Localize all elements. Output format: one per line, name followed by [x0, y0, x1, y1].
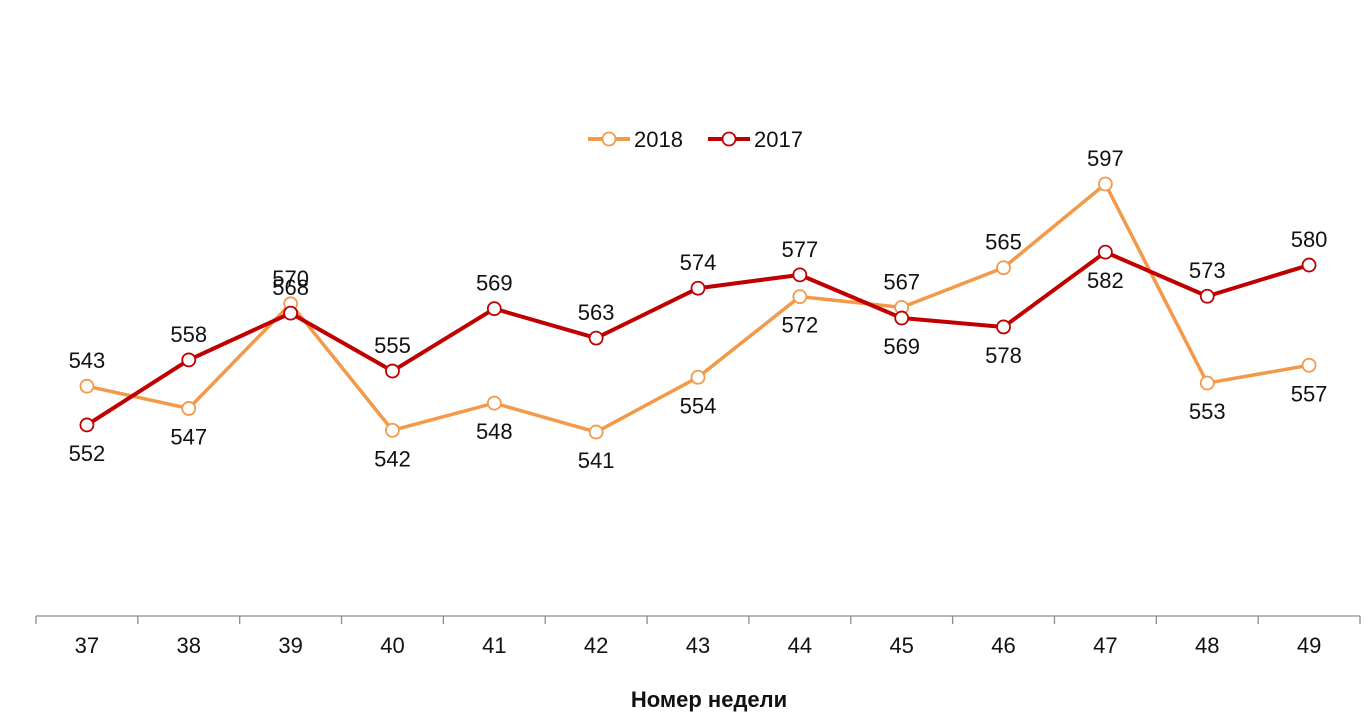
data-label-2017: 569	[883, 334, 920, 359]
data-point-2017	[792, 267, 808, 283]
data-point-2017	[588, 330, 604, 346]
series-layer	[79, 176, 1317, 440]
x-tick-label: 39	[278, 633, 302, 658]
data-point-2018	[181, 401, 197, 416]
data-point-2017	[181, 352, 197, 368]
data-label-2018: 570	[272, 266, 309, 291]
legend-item-2018: 2018	[588, 127, 683, 152]
data-label-2017: 580	[1291, 227, 1328, 252]
data-label-2018: 554	[680, 393, 717, 418]
x-axis: 37 38 39 40 41 42 43 44 45 46 47 48 49	[35, 615, 1361, 658]
data-label-2017: 555	[374, 333, 411, 358]
legend-marker-icon	[601, 131, 617, 147]
data-label-2017: 552	[69, 441, 106, 466]
data-label-2018: 597	[1087, 146, 1124, 171]
data-point-2018	[385, 422, 400, 438]
data-point-2017	[385, 363, 400, 379]
data-label-2017: 573	[1189, 258, 1226, 283]
data-label-2018: 548	[476, 419, 513, 444]
x-tick-label: 43	[686, 633, 710, 658]
x-tick-label: 49	[1297, 633, 1321, 658]
data-label-2018: 541	[578, 448, 615, 473]
legend-label: 2018	[634, 127, 683, 152]
data-point-2018	[690, 369, 706, 385]
data-label-2018: 572	[781, 313, 818, 338]
data-label-2018: 553	[1189, 399, 1226, 424]
data-point-2018	[79, 378, 95, 394]
x-tick-label: 41	[482, 633, 506, 658]
legend: 2018 2017	[588, 127, 803, 152]
data-label-2017: 563	[578, 300, 615, 325]
data-label-2017: 558	[170, 322, 207, 347]
data-point-2017	[690, 280, 706, 296]
data-label-2018: 565	[985, 230, 1022, 255]
data-point-2018	[588, 424, 604, 440]
x-tick-label: 44	[788, 633, 812, 658]
series-2018	[79, 176, 1317, 440]
series-2017	[79, 244, 1317, 433]
data-point-2018	[1199, 375, 1215, 391]
data-label-2017: 578	[985, 343, 1022, 368]
data-point-2017	[79, 417, 95, 433]
x-axis-title: Номер недели	[631, 687, 787, 712]
data-label-2017: 574	[680, 250, 717, 275]
x-tick-label: 40	[380, 633, 404, 658]
data-point-2018	[486, 395, 502, 411]
x-tick-label: 48	[1195, 633, 1219, 658]
data-point-2017	[486, 301, 502, 317]
data-label-2017: 569	[476, 271, 513, 296]
data-label-2017: 582	[1087, 268, 1124, 293]
data-point-2017	[283, 305, 299, 321]
x-tick-label: 46	[991, 633, 1015, 658]
data-point-2018	[1097, 176, 1113, 192]
data-label-2018: 543	[69, 348, 106, 373]
data-point-2018	[1301, 357, 1317, 373]
data-label-2018: 557	[1291, 381, 1328, 406]
x-tick-label: 37	[75, 633, 99, 658]
data-point-2017	[996, 319, 1011, 335]
x-tick-label: 38	[177, 633, 201, 658]
data-point-2017	[1301, 257, 1317, 273]
data-point-2018	[792, 289, 808, 305]
data-labels: 543 547 570 542 548 541 554 572 567 565 597 553 557 5…	[69, 146, 1328, 473]
data-point-2017	[1199, 288, 1215, 304]
data-label-2017: 568	[272, 275, 309, 300]
data-point-2017	[1097, 244, 1113, 260]
data-label-2018: 547	[170, 424, 207, 449]
x-tick-label: 47	[1093, 633, 1117, 658]
data-label-2018: 542	[374, 446, 411, 471]
legend-label: 2017	[754, 127, 803, 152]
legend-item-2017: 2017	[708, 127, 803, 152]
x-tick-label: 42	[584, 633, 608, 658]
x-tick-label: 45	[889, 633, 913, 658]
data-point-2018	[996, 260, 1011, 276]
data-point-2017	[894, 310, 910, 326]
legend-marker-icon	[721, 131, 737, 147]
data-label-2018: 567	[883, 269, 920, 294]
data-label-2017: 577	[781, 237, 818, 262]
